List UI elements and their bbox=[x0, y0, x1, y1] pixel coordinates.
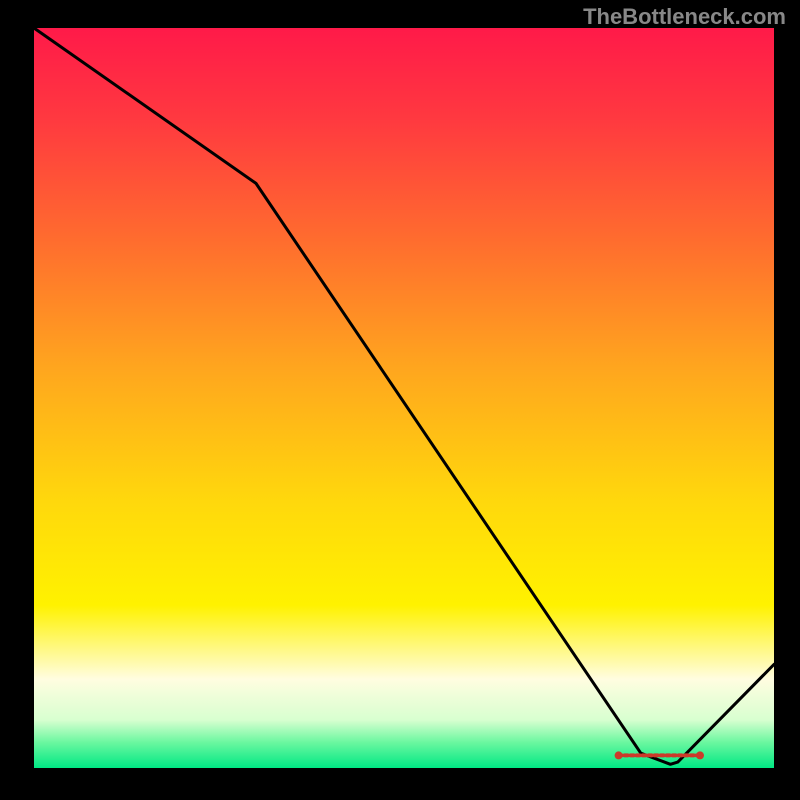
bottleneck-curve-chart bbox=[34, 28, 774, 768]
watermark-label: TheBottleneck.com bbox=[583, 4, 786, 30]
optimal-range-left-dot bbox=[615, 751, 623, 759]
optimal-range-right-dot bbox=[696, 751, 704, 759]
gradient-background bbox=[34, 28, 774, 768]
chart-container: TheBottleneck.com bbox=[0, 0, 800, 800]
